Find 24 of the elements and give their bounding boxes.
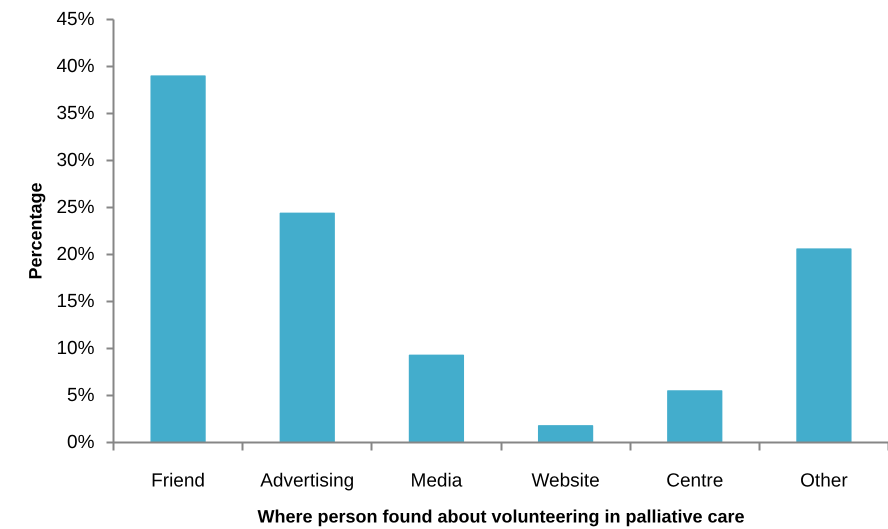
y-tick-label: 10% xyxy=(56,338,95,359)
y-tick-label: 25% xyxy=(56,197,95,218)
y-tick-label: 15% xyxy=(56,291,95,312)
y-tick-label: 35% xyxy=(56,103,95,124)
x-tick-label: Website xyxy=(531,470,600,492)
bar xyxy=(538,425,594,442)
bar xyxy=(408,354,464,442)
x-tick-label: Friend xyxy=(151,470,206,492)
y-tick-label: 20% xyxy=(56,244,95,265)
bar xyxy=(796,248,852,442)
x-axis-title: Where person found about volunteering in palliative care xyxy=(257,506,745,526)
y-axis-title: Percentage xyxy=(25,182,46,280)
bar xyxy=(280,212,335,442)
y-tick-label: 40% xyxy=(56,56,95,77)
y-tick-label: 5% xyxy=(67,385,95,406)
x-tick-label: Media xyxy=(410,470,463,492)
y-tick-label: 45% xyxy=(56,9,95,30)
x-tick-label: Advertising xyxy=(260,470,354,492)
x-tick-label: Centre xyxy=(666,470,724,492)
y-tick-label: 30% xyxy=(56,150,95,171)
bar xyxy=(667,390,722,442)
bar xyxy=(150,75,206,442)
y-tick-label: 0% xyxy=(67,432,95,453)
x-tick-label: Other xyxy=(800,470,848,492)
